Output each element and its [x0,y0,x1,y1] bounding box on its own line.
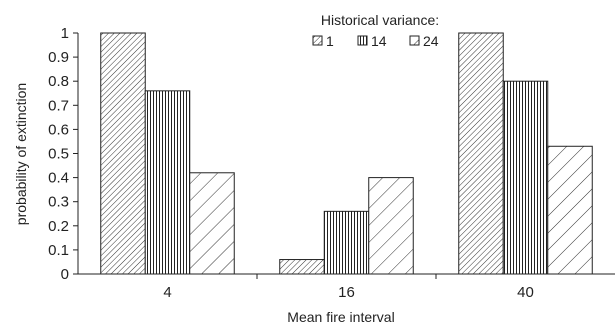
y-tick-label: 0.5 [48,146,69,163]
legend-label-1: 1 [326,33,334,49]
y-tick-label: 0.4 [48,170,69,187]
y-tick-label: 0.3 [48,194,69,211]
bar-14-4 [144,90,191,275]
legend: Historical variance: 1 14 24 [312,12,439,49]
bar-14-16 [323,210,370,275]
legend-title: Historical variance: [321,12,439,28]
bar-24-4 [189,172,235,275]
y-tick-label: 0.7 [48,97,69,114]
x-axis-ticks: 4 16 40 [163,274,534,301]
axes [77,33,615,275]
bar-24-16 [368,177,414,275]
y-tick-label: 0 [61,266,69,283]
legend-swatch-14 [357,35,368,46]
x-tick-label: 40 [517,284,534,301]
y-tick-label: 0.9 [48,49,69,66]
y-tick-label: 0.1 [48,242,69,259]
bar-1-40 [458,32,504,275]
y-axis-ticks: 0 0.1 0.2 0.3 0.4 0.5 0.6 0.7 0.8 0.9 1 [48,25,78,283]
legend-swatch-24 [409,35,420,46]
y-tick-label: 0.6 [48,121,69,138]
legend-label-24: 24 [423,33,439,49]
legend-label-14: 14 [371,33,387,49]
bar-1-4 [100,32,146,275]
y-tick-label: 0.8 [48,73,69,90]
legend-swatch-1 [312,35,323,46]
y-tick-label: 1 [61,25,69,42]
bar-1-16 [279,259,325,275]
y-axis-title: probability of extinction [13,83,29,225]
bar-14-40 [502,80,549,275]
y-tick-label: 0.2 [48,218,69,235]
bar-24-40 [547,145,593,275]
x-tick-label: 16 [338,284,355,301]
bars [100,32,593,275]
x-axis-title: Mean fire interval [287,309,394,325]
x-tick-label: 4 [163,284,171,301]
